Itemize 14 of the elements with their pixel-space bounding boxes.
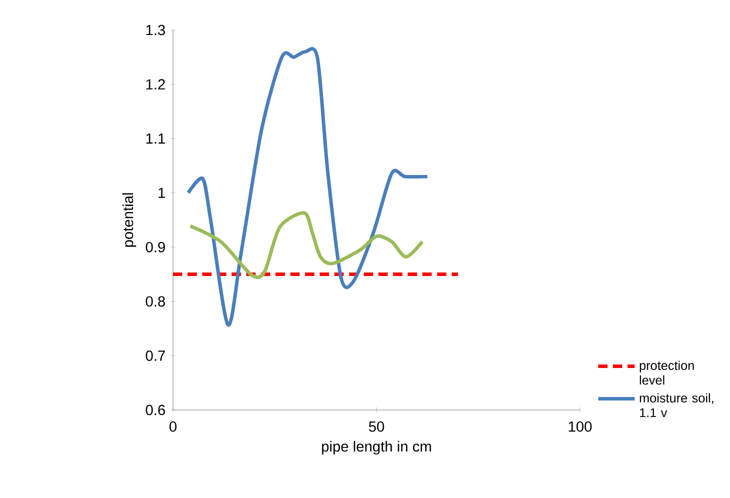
x-tick-label: 50 — [368, 421, 384, 432]
y-tick-label: 0.6 — [146, 404, 165, 416]
y-tick-label: 0.9 — [146, 242, 165, 252]
legend-label: moisture soil, 1.1 v — [640, 393, 714, 418]
y-tick-label: 1.1 — [146, 134, 165, 144]
x-tick-label: 0 — [169, 421, 176, 432]
x-axis-title: pipe length in cm — [322, 440, 431, 455]
y-tick-label: 0.7 — [146, 350, 165, 361]
y-tick-label: 1.2 — [146, 79, 165, 90]
x-tick-label: 100 — [568, 421, 592, 432]
y-tick-label: 0.8 — [146, 296, 165, 307]
y-axis-title: potential — [122, 193, 136, 247]
y-tick-label: 1 — [158, 188, 165, 198]
y-tick-label: 1.3 — [146, 24, 165, 36]
